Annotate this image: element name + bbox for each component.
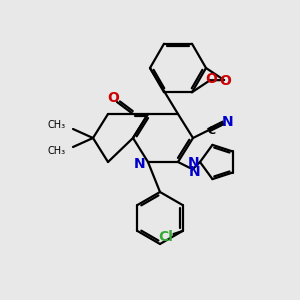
Text: N: N — [134, 157, 146, 171]
Text: Cl: Cl — [158, 230, 173, 244]
Text: O: O — [107, 91, 119, 105]
Text: CH₃: CH₃ — [48, 120, 66, 130]
Text: O: O — [205, 72, 217, 86]
Text: N: N — [222, 115, 234, 129]
Text: C: C — [208, 126, 216, 136]
Text: O: O — [219, 74, 231, 88]
Text: N: N — [188, 156, 200, 170]
Text: CH₃: CH₃ — [48, 146, 66, 156]
Text: N: N — [189, 165, 201, 179]
